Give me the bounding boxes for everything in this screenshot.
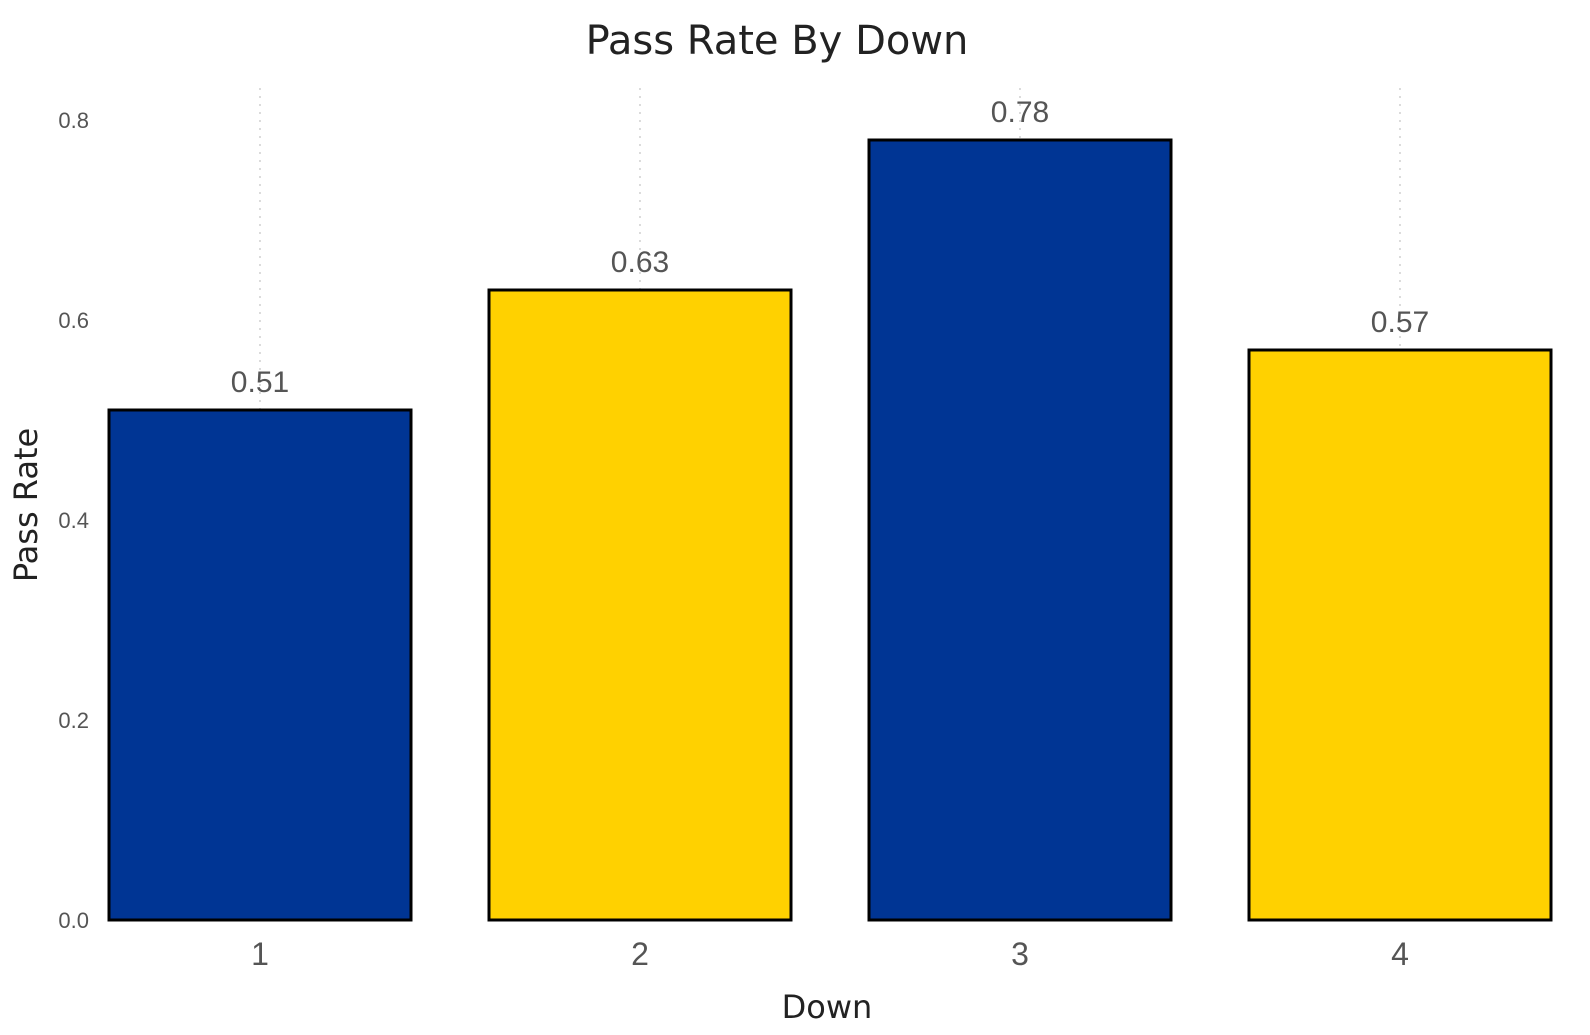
grid-layer [259, 88, 1401, 920]
x-axis-ticks: 1 2 3 4 [251, 936, 1409, 972]
x-tick-label: 2 [631, 936, 649, 972]
x-tick-label: 1 [251, 936, 269, 972]
y-tick-label: 0.8 [58, 108, 89, 133]
y-axis-ticks: 0.0 0.2 0.4 0.6 0.8 [58, 108, 89, 933]
y-tick-label: 0.6 [58, 308, 89, 333]
x-tick-label: 3 [1011, 936, 1029, 972]
y-tick-label: 0.2 [58, 708, 89, 733]
bar [1247, 348, 1553, 922]
bar-layer [107, 138, 1553, 922]
bar [107, 408, 413, 922]
bar [487, 288, 793, 922]
data-label: 0.78 [991, 96, 1049, 129]
data-label: 0.57 [1371, 306, 1429, 339]
bar [867, 138, 1173, 922]
chart-title: Pass Rate By Down [586, 18, 969, 64]
y-tick-label: 0.4 [58, 508, 89, 533]
y-axis-title: Pass Rate [7, 428, 45, 582]
data-label: 0.51 [231, 366, 289, 399]
y-tick-label: 0.0 [58, 908, 89, 933]
data-labels: 0.51 0.63 0.78 0.57 [231, 96, 1429, 399]
x-tick-label: 4 [1391, 936, 1409, 972]
data-label: 0.63 [611, 246, 669, 279]
x-axis-title: Down [782, 988, 873, 1026]
